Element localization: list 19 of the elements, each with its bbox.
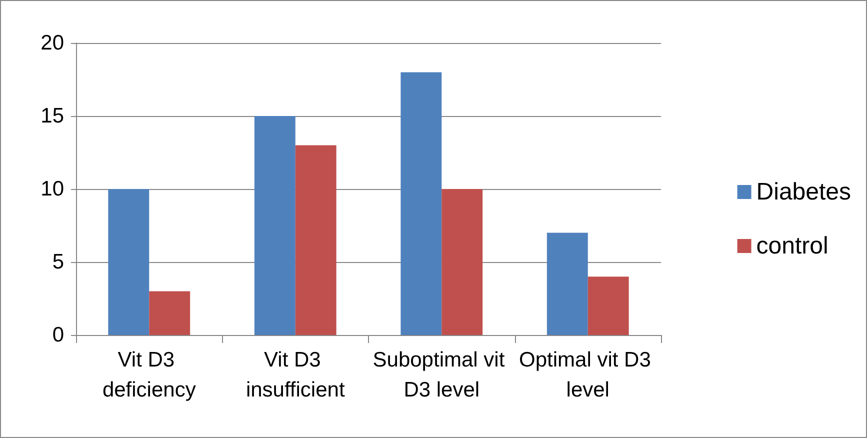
y-tick-label: 10 [40,178,64,200]
y-tick-label: 15 [40,104,64,128]
bar [295,145,336,335]
bar [254,116,296,335]
bar [400,72,442,335]
bar [588,276,629,335]
x-tick-label: Suboptimal vit D3 level [372,348,510,402]
bar [442,189,483,335]
x-tick-label: Vit D3 deficiency [102,348,196,402]
x-tick-label: Optimal vit D3 level [519,348,657,402]
x-tick-label: Vit D3 insufficient [246,348,345,402]
bar [149,291,190,335]
bar [108,189,150,335]
bar [546,232,588,335]
y-tick-label: 20 [40,32,64,54]
legend-label: Diabetes [756,178,852,206]
y-tick-label: 0 [52,324,64,346]
legend-label: control [756,232,828,260]
y-tick-label: 5 [52,250,64,274]
